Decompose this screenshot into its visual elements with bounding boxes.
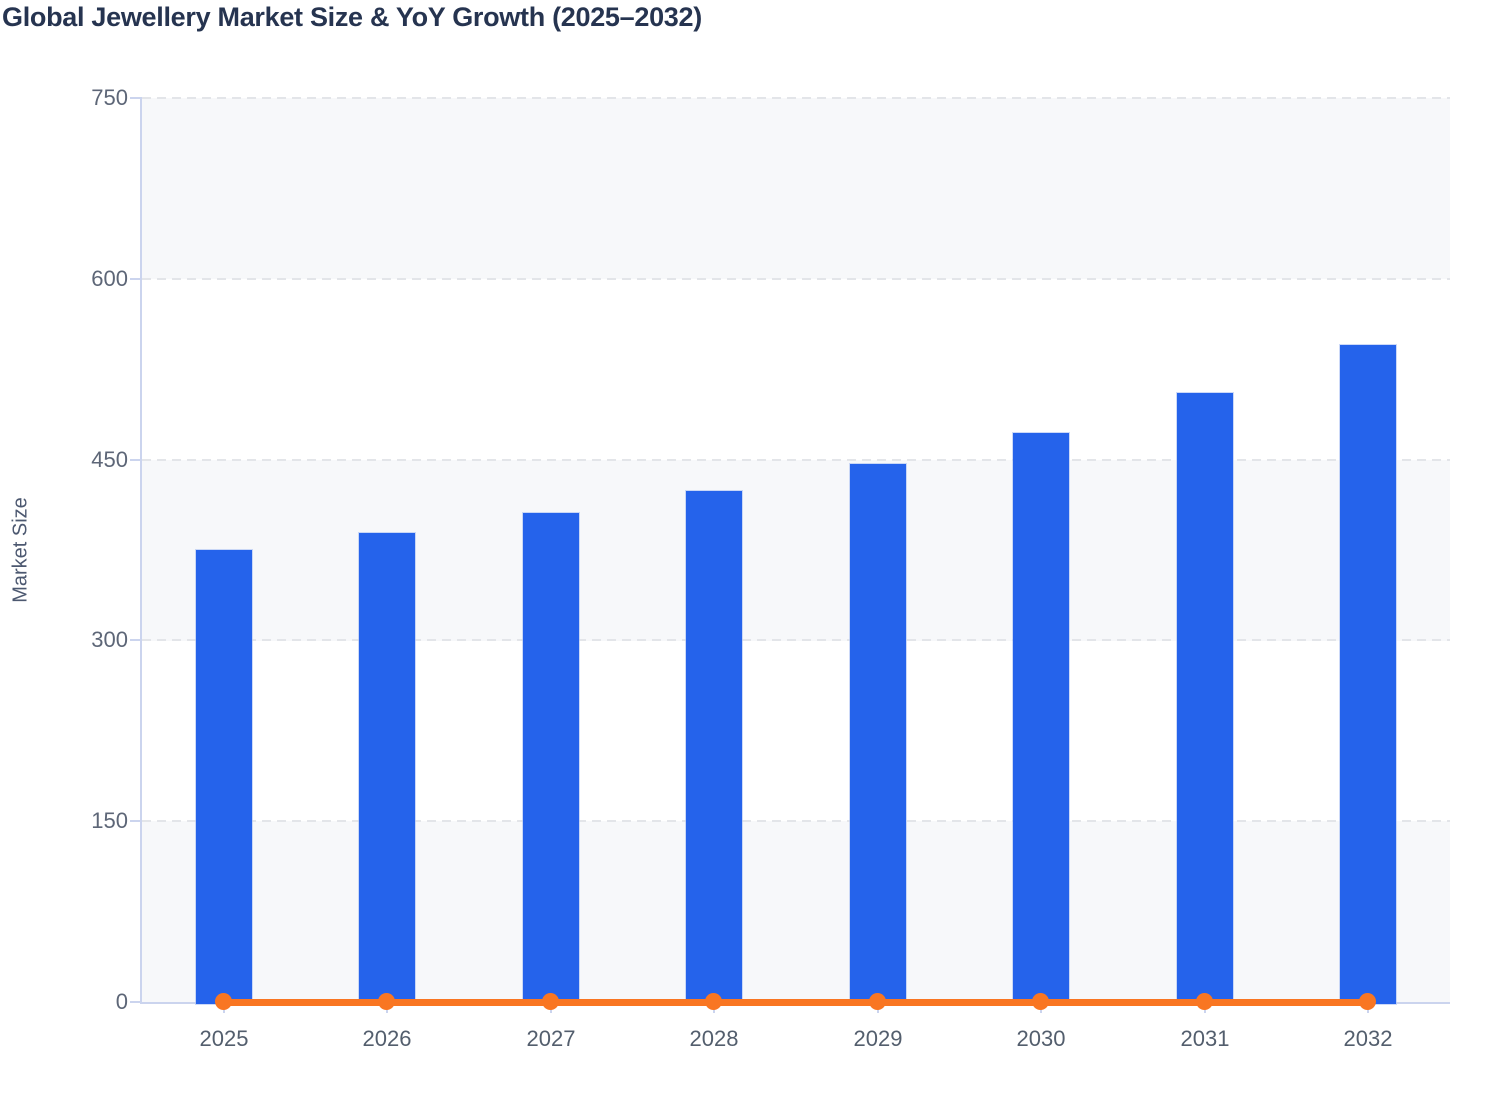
y-axis-tick [130, 639, 142, 641]
x-tick-label: 2031 [1180, 1026, 1230, 1051]
yoy-marker-2029[interactable] [869, 993, 886, 1010]
yoy-marker-2027[interactable] [542, 993, 559, 1010]
gridline [142, 459, 1450, 461]
plot-band [142, 460, 1450, 641]
x-tick-label: 2027 [526, 1026, 576, 1051]
plot-band [142, 821, 1450, 1002]
x-tick-label: 2025 [199, 1026, 249, 1051]
gridline [142, 820, 1450, 822]
gridline [142, 278, 1450, 280]
y-axis-tick [130, 459, 142, 461]
bar-2030[interactable] [1013, 433, 1069, 1004]
yoy-marker-2031[interactable] [1196, 993, 1213, 1010]
y-axis-tick [130, 1001, 142, 1003]
y-axis-tick [130, 97, 142, 99]
yoy-marker-2025[interactable] [215, 993, 232, 1010]
bar-2026[interactable] [359, 533, 415, 1004]
plot-band [142, 98, 1450, 279]
bar-2028[interactable] [686, 491, 742, 1004]
x-tick-label: 2028 [689, 1026, 739, 1051]
yoy-marker-2028[interactable] [705, 993, 722, 1010]
y-tick-label: 150 [91, 808, 128, 833]
y-tick-label: 600 [91, 266, 128, 291]
yoy-marker-2026[interactable] [378, 993, 395, 1010]
gridline [142, 639, 1450, 641]
x-tick-label: 2030 [1016, 1026, 1066, 1051]
yoy-marker-2030[interactable] [1032, 993, 1049, 1010]
bar-2027[interactable] [523, 513, 579, 1004]
y-axis-tick [130, 820, 142, 822]
y-tick-label: 300 [91, 627, 128, 652]
x-tick-label: 2032 [1343, 1026, 1393, 1051]
y-axis-tick [130, 278, 142, 280]
y-tick-label: 750 [91, 85, 128, 110]
bar-2031[interactable] [1177, 393, 1233, 1004]
y-axis-line [140, 98, 142, 1004]
bar-2029[interactable] [850, 464, 906, 1004]
x-tick-label: 2026 [362, 1026, 412, 1051]
y-tick-label: 450 [91, 447, 128, 472]
gridline [142, 97, 1450, 99]
y-tick-label: 0 [115, 989, 128, 1014]
bar-2032[interactable] [1340, 345, 1396, 1004]
chart-title: Global Jewellery Market Size & YoY Growt… [2, 2, 702, 32]
bar-2025[interactable] [196, 550, 252, 1004]
yoy-marker-2032[interactable] [1359, 993, 1376, 1010]
x-tick-label: 2029 [853, 1026, 903, 1051]
yoy-growth-line [224, 999, 1369, 1006]
